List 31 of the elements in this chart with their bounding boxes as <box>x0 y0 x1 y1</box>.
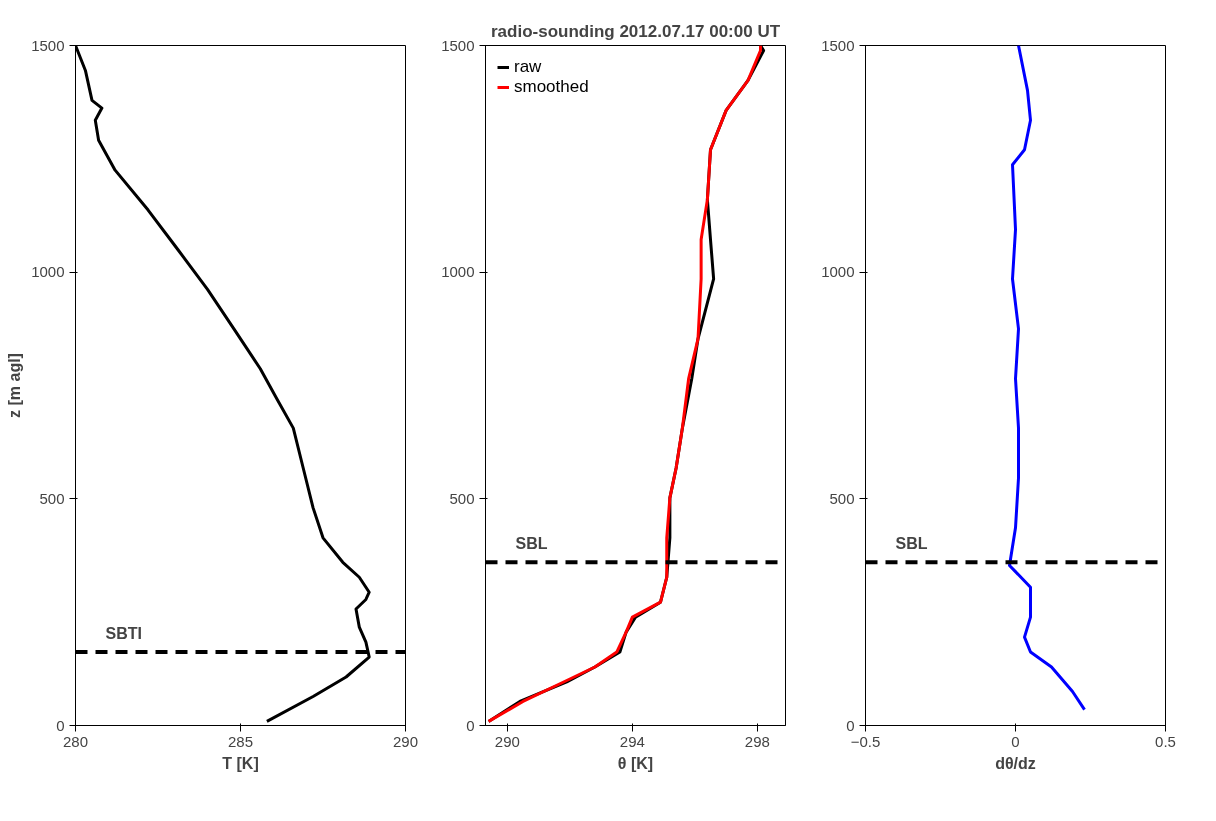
y-tick-label: 0 <box>846 716 855 734</box>
x-tick-label: 290 <box>392 732 419 750</box>
x-tick-label: −0.5 <box>850 732 881 750</box>
x-axis-title: T [K] <box>222 754 259 772</box>
x-tick-label: 0.5 <box>1155 732 1176 750</box>
x-tick-label: 0 <box>1011 732 1020 750</box>
x-tick-label: 298 <box>744 732 770 750</box>
x-tick-label: 290 <box>494 732 520 750</box>
y-tick-label: 1500 <box>441 36 475 54</box>
chart-title: radio-sounding 2012.07.17 00:00 UT <box>490 21 781 41</box>
y-tick-label: 1500 <box>821 36 855 54</box>
y-axis-title: z [m agl] <box>6 353 24 418</box>
x-tick-label: 294 <box>619 732 645 750</box>
x-axis-title: θ [K] <box>617 754 654 772</box>
y-tick-label: 500 <box>829 489 855 507</box>
y-tick-label: 1000 <box>441 263 475 281</box>
ref-line-label: SBL <box>515 535 548 553</box>
y-tick-label: 1000 <box>821 263 855 281</box>
legend-label: smoothed <box>514 77 589 97</box>
y-tick-label: 0 <box>56 716 65 734</box>
x-axis-title: dθ/dz <box>995 754 1036 772</box>
ref-line-label: SBL <box>895 535 928 553</box>
legend-label: raw <box>514 57 542 77</box>
y-tick-label: 500 <box>449 489 475 507</box>
y-tick-label: 0 <box>466 716 475 734</box>
y-tick-label: 1500 <box>31 36 65 54</box>
ref-line-label: SBTI <box>105 625 142 643</box>
y-tick-label: 500 <box>39 489 65 507</box>
x-tick-label: 280 <box>62 732 89 750</box>
y-tick-label: 1000 <box>31 263 65 281</box>
x-tick-label: 285 <box>227 732 254 750</box>
